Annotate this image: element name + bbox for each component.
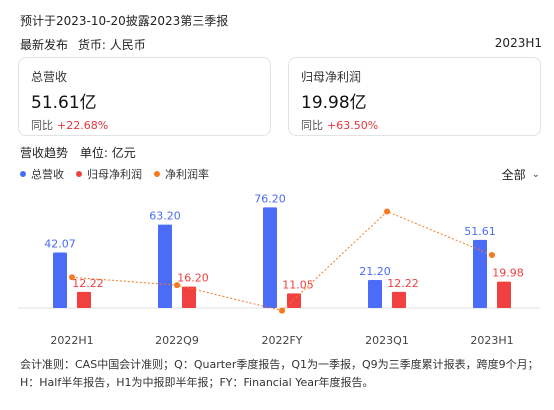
revenue-data-label: 76.20 — [254, 192, 286, 205]
net-margin-point — [69, 274, 75, 281]
net-profit-data-label: 12.22 — [387, 277, 419, 290]
unit-label: 单位: 亿元 — [79, 146, 136, 160]
yoy-label: 同比 — [301, 119, 323, 132]
trend-heading: 营收趋势 单位: 亿元 — [20, 144, 136, 161]
legend-label: 归母净利润 — [87, 168, 142, 181]
report-schedule-title: 预计于2023-10-20披露2023第三季报 — [20, 14, 229, 28]
filter-label: 全部 — [501, 168, 526, 182]
revenue-bar — [53, 252, 67, 308]
yoy-value: +22.68% — [57, 119, 109, 132]
x-tick-label: 2023Q1 — [365, 334, 409, 347]
revenue-card-yoy: 同比 +22.68% — [31, 117, 258, 133]
legend-item-revenue[interactable]: 总营收 — [20, 166, 64, 182]
legend-dot — [20, 171, 26, 177]
net-profit-data-label: 12.22 — [72, 277, 104, 290]
legend-label: 总营收 — [31, 168, 64, 181]
net-profit-card-value: 19.98亿 — [301, 93, 367, 113]
revenue-data-label: 21.20 — [359, 265, 391, 278]
net-profit-card-yoy: 同比 +63.50% — [301, 117, 528, 133]
period-filter-dropdown[interactable]: 全部 ⌄ — [502, 166, 540, 183]
revenue-bar — [263, 207, 277, 308]
latest-release-label: 最新发布 — [20, 38, 69, 52]
x-tick-label: 2022FY — [261, 334, 302, 347]
revenue-data-label: 42.07 — [44, 237, 76, 250]
net-profit-bar — [392, 291, 406, 308]
revenue-card-value: 51.61亿 — [31, 93, 97, 113]
net-margin-point — [279, 307, 285, 314]
net-profit-bar — [497, 281, 511, 308]
currency-label: 货币: 人民币 — [77, 38, 146, 52]
net-margin-point — [174, 282, 180, 289]
trend-title: 营收趋势 — [20, 146, 69, 160]
legend-item-net-profit[interactable]: 归母净利润 — [76, 166, 142, 182]
revenue-bar — [368, 280, 382, 308]
x-tick-label: 2023H1 — [470, 334, 513, 347]
report-period: 2023H1 — [494, 36, 542, 50]
net-profit-bar — [287, 293, 301, 308]
x-tick-label: 2022H1 — [50, 334, 93, 347]
chart-legend: 总营收 归母净利润 净利润率 — [20, 166, 221, 182]
revenue-data-label: 63.20 — [149, 210, 181, 223]
net-margin-point — [489, 251, 495, 258]
revenue-data-label: 51.61 — [464, 225, 496, 238]
revenue-bar — [158, 224, 172, 308]
net-margin-line — [71, 210, 493, 312]
chevron-down-icon: ⌄ — [531, 169, 540, 180]
net-profit-data-label: 19.98 — [492, 267, 524, 280]
net-profit-bar — [77, 291, 91, 308]
net-profit-data-label: 11.05 — [282, 278, 314, 291]
legend-dot — [154, 171, 160, 177]
yoy-label: 同比 — [31, 119, 53, 132]
legend-dot — [76, 171, 82, 177]
net-profit-card: 归母净利润 19.98亿 同比 +63.50% — [288, 57, 541, 136]
release-info: 最新发布 货币: 人民币 — [20, 36, 146, 53]
net-profit-bar — [182, 286, 196, 308]
legend-label: 净利润率 — [165, 168, 209, 181]
net-margin-point — [384, 208, 390, 215]
trend-chart: 42.07 12.22 2022H1 63.20 16.20 2022Q9 76.20 11.… — [18, 192, 540, 347]
net-profit-card-label: 归母净利润 — [301, 70, 362, 84]
accounting-footnote: 会计准则：CAS中国会计准则；Q：Quarter季度报告，Q1为一季报，Q9为三… — [20, 358, 539, 389]
legend-item-net-margin[interactable]: 净利润率 — [154, 166, 209, 182]
revenue-card: 总营收 51.61亿 同比 +22.68% — [18, 57, 271, 136]
x-tick-label: 2022Q9 — [155, 334, 199, 347]
yoy-value: +63.50% — [327, 119, 379, 132]
net-profit-data-label: 16.20 — [177, 272, 209, 285]
revenue-bar — [473, 239, 487, 308]
revenue-card-label: 总营收 — [31, 70, 68, 84]
